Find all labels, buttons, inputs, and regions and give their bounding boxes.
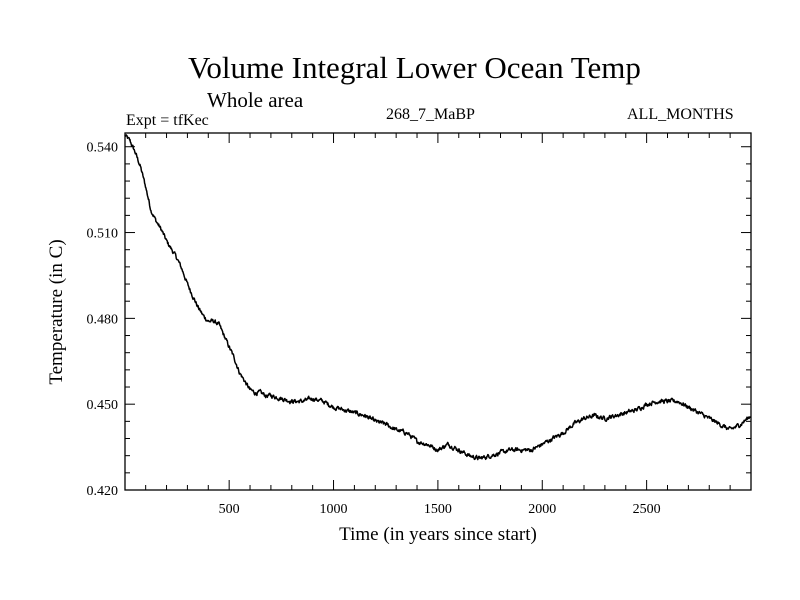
months-label: ALL_MONTHS <box>627 106 734 123</box>
y-axis-ticks: 0.420 0.450 0.480 0.510 0.540 <box>87 141 751 499</box>
series-layer <box>124 134 752 461</box>
x-tick-label: 2500 <box>633 502 661 517</box>
chart-subtitle: Whole area <box>207 88 304 112</box>
experiment-label: Expt = tfKec <box>126 112 209 129</box>
y-tick-label: 0.510 <box>87 227 119 242</box>
y-axis-label: Temperature (in C) <box>46 239 67 384</box>
x-tick-label: 500 <box>219 502 240 517</box>
chart-title: Volume Integral Lower Ocean Temp <box>188 50 641 85</box>
plot-frame <box>124 132 752 491</box>
temperature-series-line <box>124 134 752 461</box>
x-axis-ticks: 500 1000 1500 2000 2500 <box>145 133 731 517</box>
x-tick-label: 1000 <box>320 502 348 517</box>
run-name-label: 268_7_MaBP <box>386 106 475 123</box>
x-axis-label: Time (in years since start) <box>339 524 537 545</box>
x-tick-label: 2000 <box>528 502 556 517</box>
y-tick-label: 0.450 <box>87 398 119 413</box>
y-tick-label: 0.420 <box>87 484 119 499</box>
y-tick-label: 0.480 <box>87 312 119 327</box>
y-tick-label: 0.540 <box>87 141 119 156</box>
x-tick-label: 1500 <box>424 502 452 517</box>
